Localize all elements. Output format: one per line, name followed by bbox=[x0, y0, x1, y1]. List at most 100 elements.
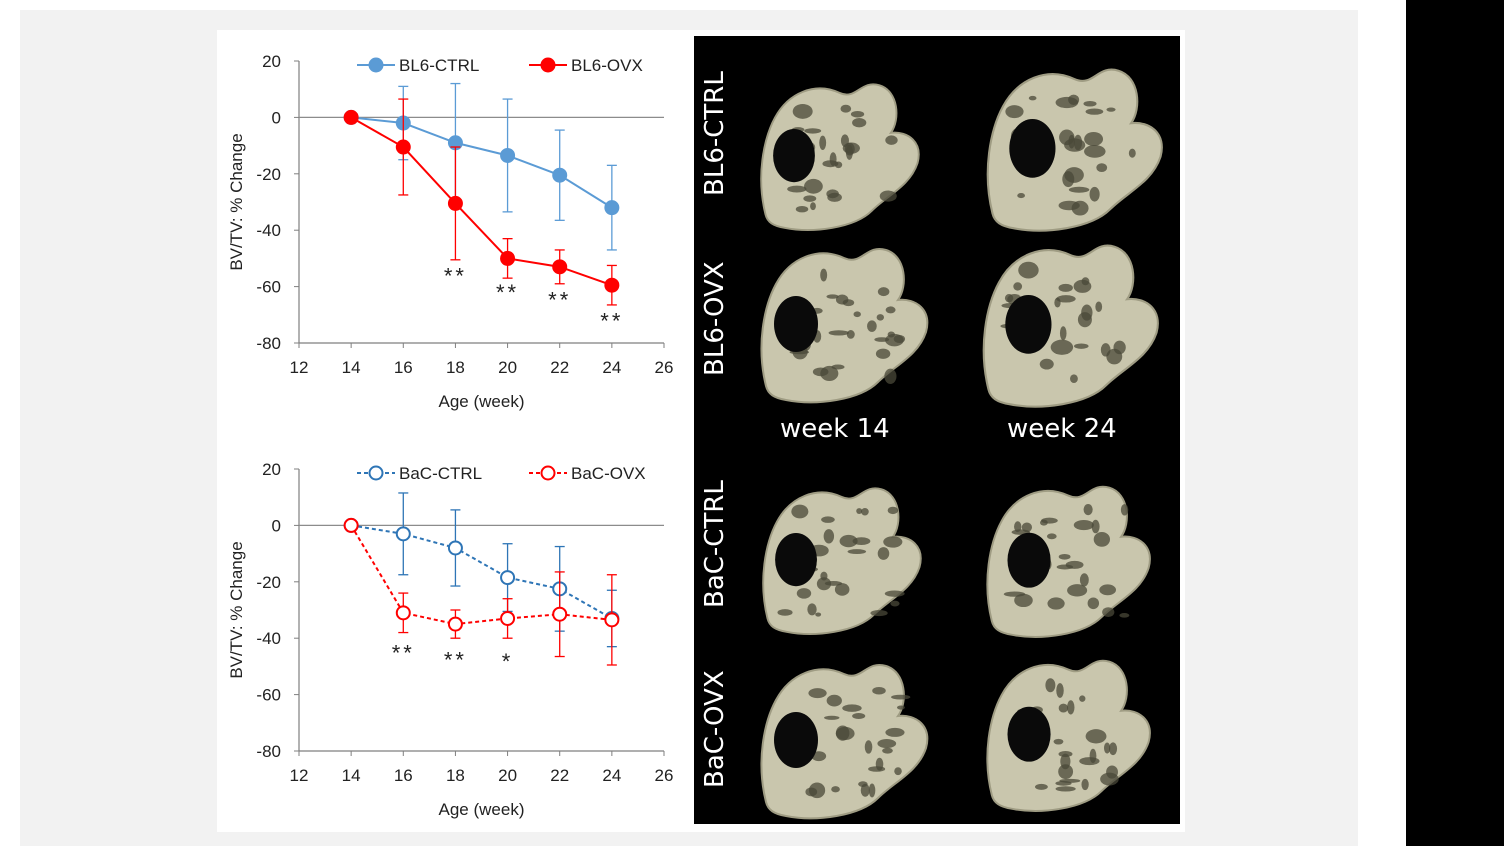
data-point bbox=[604, 277, 620, 293]
trabecular-pore bbox=[815, 612, 822, 617]
microct-panel: BL6-CTRL BL6-OVX BaC-CTRL BaC-OVX week 1… bbox=[694, 36, 1180, 824]
x-tick-label: 24 bbox=[602, 766, 621, 785]
x-tick-label: 14 bbox=[342, 358, 361, 377]
trabecular-pore bbox=[852, 712, 866, 720]
trabecular-pore bbox=[827, 192, 842, 202]
trabecular-pore bbox=[850, 110, 865, 118]
bone-shape bbox=[760, 663, 929, 820]
bone-bac-ctrl-week24 bbox=[986, 485, 1151, 638]
trabecular-pore bbox=[1005, 105, 1024, 119]
bone-shape bbox=[760, 247, 929, 404]
bone-bl6-ovx-week24 bbox=[982, 244, 1159, 408]
trabecular-pore bbox=[821, 516, 835, 523]
trabecular-pore bbox=[846, 330, 855, 339]
trabecular-pore bbox=[1081, 778, 1089, 791]
trabecular-pore bbox=[1068, 186, 1090, 193]
trabecular-pore bbox=[820, 268, 828, 282]
data-point bbox=[343, 517, 359, 533]
trabecular-pore bbox=[842, 704, 862, 712]
trabecular-pore bbox=[1091, 519, 1100, 534]
trabecular-pore bbox=[1079, 695, 1086, 702]
trabecular-pore bbox=[1074, 343, 1089, 349]
x-tick-label: 18 bbox=[446, 766, 465, 785]
trabecular-pore bbox=[1050, 339, 1074, 355]
trabecular-pore bbox=[847, 549, 867, 555]
data-point bbox=[552, 606, 568, 622]
data-point bbox=[500, 570, 516, 586]
series-line bbox=[350, 524, 613, 620]
x-axis-label: Age (week) bbox=[439, 392, 525, 411]
trabecular-pore bbox=[1093, 531, 1110, 547]
trabecular-pore bbox=[803, 195, 817, 202]
data-point bbox=[500, 610, 516, 626]
y-tick-label: -20 bbox=[256, 573, 281, 592]
data-point bbox=[447, 616, 463, 632]
legend-label: BL6-CTRL bbox=[399, 56, 479, 75]
trabecular-pore bbox=[787, 185, 807, 193]
trabecular-pore bbox=[885, 727, 905, 737]
chart-1: 20 0 -20 -40 -60 -80 12 14 16 18 20 22 24 26 Age (week… bbox=[227, 52, 673, 411]
trabecular-pore bbox=[1109, 742, 1118, 756]
legend-marker bbox=[540, 57, 556, 73]
significance-mark: ** bbox=[548, 287, 571, 312]
trabecular-pore bbox=[853, 311, 861, 318]
trabecular-pore bbox=[1065, 560, 1084, 569]
data-point bbox=[395, 526, 411, 542]
trabecular-pore bbox=[1014, 593, 1033, 608]
bone-bl6-ovx-week14 bbox=[760, 247, 929, 404]
bone-shape bbox=[982, 244, 1159, 408]
trabecular-pore bbox=[1095, 301, 1103, 312]
trabecular-pore bbox=[1073, 279, 1092, 293]
figure: 20 0 -20 -40 -60 -80 12 14 16 18 20 22 24 26 Age (week… bbox=[217, 30, 1185, 832]
bone-shape bbox=[760, 83, 920, 231]
trabecular-pore bbox=[1067, 700, 1075, 715]
trabecular-pore bbox=[885, 135, 898, 145]
trabecular-pore bbox=[845, 144, 853, 160]
trabecular-pore bbox=[1017, 193, 1025, 199]
trabecular-pore bbox=[842, 299, 855, 307]
trabecular-pore bbox=[1100, 772, 1119, 786]
trabecular-pore bbox=[877, 287, 890, 297]
series-bac-ctrl bbox=[343, 492, 620, 648]
trabecular-pore bbox=[1119, 613, 1130, 618]
data-point bbox=[552, 167, 568, 183]
trabecular-pore bbox=[861, 507, 869, 516]
trabecular-pore bbox=[893, 334, 906, 344]
trabecular-pore bbox=[1083, 100, 1097, 107]
y-tick-label: 20 bbox=[262, 460, 281, 479]
trabecular-pore bbox=[835, 725, 850, 741]
series-line bbox=[350, 524, 612, 626]
column-label-week-14: week 14 bbox=[780, 414, 890, 444]
trabecular-pore bbox=[1054, 297, 1061, 308]
data-point bbox=[604, 200, 620, 216]
trabecular-pore bbox=[894, 767, 902, 776]
y-axis-label: BV/TV: % Change bbox=[227, 541, 246, 678]
trabecular-pore bbox=[1128, 148, 1136, 158]
legend-label: BL6-OVX bbox=[571, 56, 643, 75]
x-tick-label: 24 bbox=[602, 358, 621, 377]
row-label-bl6-ovx: BL6-OVX bbox=[700, 261, 730, 376]
legend-marker bbox=[368, 57, 384, 73]
trabecular-pore bbox=[1120, 504, 1129, 516]
trabecular-pore bbox=[840, 104, 852, 113]
trabecular-pore bbox=[1087, 597, 1100, 610]
marrow-cavity bbox=[1005, 295, 1052, 354]
trabecular-pore bbox=[876, 314, 885, 321]
data-point bbox=[552, 259, 568, 275]
right-black-bar bbox=[1406, 0, 1504, 846]
trabecular-pore bbox=[879, 190, 897, 202]
y-tick-label: 0 bbox=[272, 108, 281, 127]
trabecular-pore bbox=[1064, 138, 1086, 152]
significance-mark: ** bbox=[444, 647, 467, 672]
trabecular-pore bbox=[1079, 573, 1089, 587]
y-tick-label: -60 bbox=[256, 278, 281, 297]
trabecular-pore bbox=[831, 364, 845, 370]
trabecular-pore bbox=[896, 705, 905, 710]
significance-mark: ** bbox=[600, 308, 623, 333]
x-tick-label: 14 bbox=[342, 766, 361, 785]
trabecular-pore bbox=[1018, 261, 1039, 279]
trabecular-pore bbox=[1079, 757, 1100, 766]
marrow-cavity bbox=[1009, 119, 1056, 178]
trabecular-pore bbox=[808, 782, 826, 799]
trabecular-pore bbox=[1013, 282, 1023, 291]
